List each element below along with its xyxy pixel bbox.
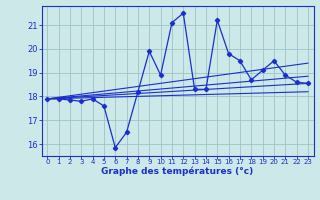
X-axis label: Graphe des températures (°c): Graphe des températures (°c) (101, 167, 254, 176)
